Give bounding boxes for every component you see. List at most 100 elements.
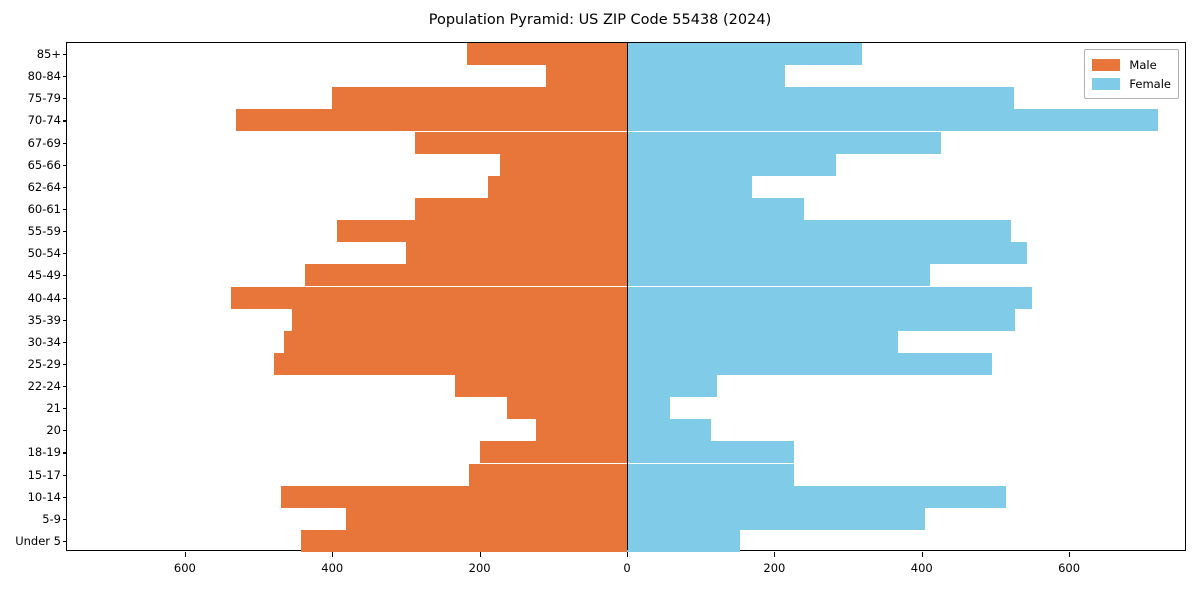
y-axis-tick-label: 35-39: [27, 312, 61, 327]
y-axis-tick-labels: Under 5 5-9 10-14 15-17 18-19 20 21 22-24 25-29 3…: [1, 43, 61, 552]
bar-row: [67, 507, 1185, 530]
x-axis-tick-mark: [332, 552, 334, 557]
bar-female[interactable]: [627, 109, 1158, 132]
bar-female[interactable]: [627, 485, 1007, 508]
bar-female[interactable]: [627, 529, 741, 552]
bar-male[interactable]: [291, 308, 627, 331]
bar-male[interactable]: [283, 330, 627, 353]
bar-female[interactable]: [627, 153, 836, 176]
bar-female[interactable]: [627, 175, 752, 198]
y-axis-tick-mark: [62, 253, 67, 255]
bar-female[interactable]: [627, 397, 670, 420]
bar-male[interactable]: [500, 153, 627, 176]
bar-male[interactable]: [235, 109, 627, 132]
y-axis-tick-label: 62-64: [27, 179, 61, 194]
x-axis-tick-label: 600: [1058, 561, 1081, 575]
bar-male[interactable]: [281, 485, 627, 508]
chart-legend[interactable]: Male Female: [1084, 49, 1179, 99]
bar-female[interactable]: [627, 43, 863, 66]
x-axis-tick-label: 200: [468, 561, 491, 575]
y-axis-tick-mark: [62, 363, 67, 365]
bar-female[interactable]: [627, 419, 711, 442]
bar-male[interactable]: [332, 87, 627, 110]
bar-male[interactable]: [468, 463, 627, 486]
bar-row: [67, 419, 1185, 442]
bar-row: [67, 485, 1185, 508]
y-axis-tick-label: 10-14: [27, 489, 61, 504]
legend-swatch-icon: [1092, 58, 1121, 71]
y-axis-tick-mark: [62, 341, 67, 343]
bar-female[interactable]: [627, 65, 785, 88]
bar-row: [67, 175, 1185, 198]
chart-title: Population Pyramid: US ZIP Code 55438 (2…: [428, 12, 772, 28]
bar-row: [67, 308, 1185, 331]
bar-male[interactable]: [467, 43, 627, 66]
bar-female[interactable]: [627, 375, 717, 398]
bar-male[interactable]: [455, 375, 627, 398]
bar-female[interactable]: [627, 286, 1032, 309]
bar-row: [67, 330, 1185, 353]
bar-male[interactable]: [405, 242, 627, 265]
bar-row: [67, 43, 1185, 66]
x-axis-tick-label: 400: [321, 561, 344, 575]
bar-row: [67, 375, 1185, 398]
legend-entry[interactable]: Male: [1092, 55, 1171, 74]
y-axis-tick-label: 25-29: [27, 356, 61, 371]
y-axis-tick-label: 40-44: [27, 290, 61, 305]
bar-female[interactable]: [627, 507, 926, 530]
bar-female[interactable]: [627, 352, 992, 375]
y-axis-tick-mark: [62, 408, 67, 410]
bar-female[interactable]: [627, 242, 1028, 265]
x-axis-tick-mark: [479, 552, 481, 557]
bar-male[interactable]: [305, 264, 627, 287]
bar-female[interactable]: [627, 220, 1011, 243]
bar-male[interactable]: [337, 220, 627, 243]
bar-male[interactable]: [230, 286, 627, 309]
zero-axis-line: [627, 43, 629, 550]
y-axis-tick-label: 67-69: [27, 135, 61, 150]
bar-female[interactable]: [627, 330, 899, 353]
y-axis-tick-mark: [62, 275, 67, 277]
y-axis-tick-mark: [62, 430, 67, 432]
y-axis-tick-mark: [62, 142, 67, 144]
y-axis-tick-mark: [62, 452, 67, 454]
bar-female[interactable]: [627, 197, 804, 220]
legend-entry[interactable]: Female: [1092, 74, 1171, 93]
bar-row: [67, 529, 1185, 552]
bar-female[interactable]: [627, 264, 930, 287]
bar-female[interactable]: [627, 87, 1014, 110]
y-axis-tick-mark: [62, 297, 67, 299]
bar-female[interactable]: [627, 441, 795, 464]
bar-male[interactable]: [488, 175, 627, 198]
y-axis-tick-mark: [62, 208, 67, 211]
bar-row: [67, 264, 1185, 287]
bar-male[interactable]: [346, 507, 627, 530]
y-axis-tick-mark: [62, 120, 67, 122]
bar-female[interactable]: [627, 463, 795, 486]
y-axis-tick-label: 30-34: [27, 334, 61, 349]
y-axis-tick-mark: [62, 518, 67, 520]
bar-male[interactable]: [536, 419, 627, 442]
y-axis-tick-mark: [62, 496, 67, 498]
bar-male[interactable]: [506, 397, 627, 420]
bar-male[interactable]: [414, 131, 627, 154]
bar-male[interactable]: [545, 65, 627, 88]
bar-row: [67, 463, 1185, 486]
y-axis-tick-label: 15-17: [27, 467, 61, 482]
bar-row: [67, 220, 1185, 243]
bar-male[interactable]: [480, 441, 627, 464]
bar-male[interactable]: [300, 529, 627, 552]
x-axis-tick-label: 200: [763, 561, 786, 575]
y-axis-tick-label: 75-79: [27, 91, 61, 106]
bar-male[interactable]: [414, 197, 627, 220]
y-axis-tick-label: 85+: [36, 47, 61, 62]
y-axis-tick-label: 22-24: [27, 379, 61, 394]
bar-row: [67, 441, 1185, 464]
bar-female[interactable]: [627, 131, 941, 154]
bar-female[interactable]: [627, 308, 1016, 331]
bar-male[interactable]: [274, 352, 627, 375]
bar-row: [67, 153, 1185, 176]
bar-row: [67, 397, 1185, 420]
bar-row: [67, 286, 1185, 309]
